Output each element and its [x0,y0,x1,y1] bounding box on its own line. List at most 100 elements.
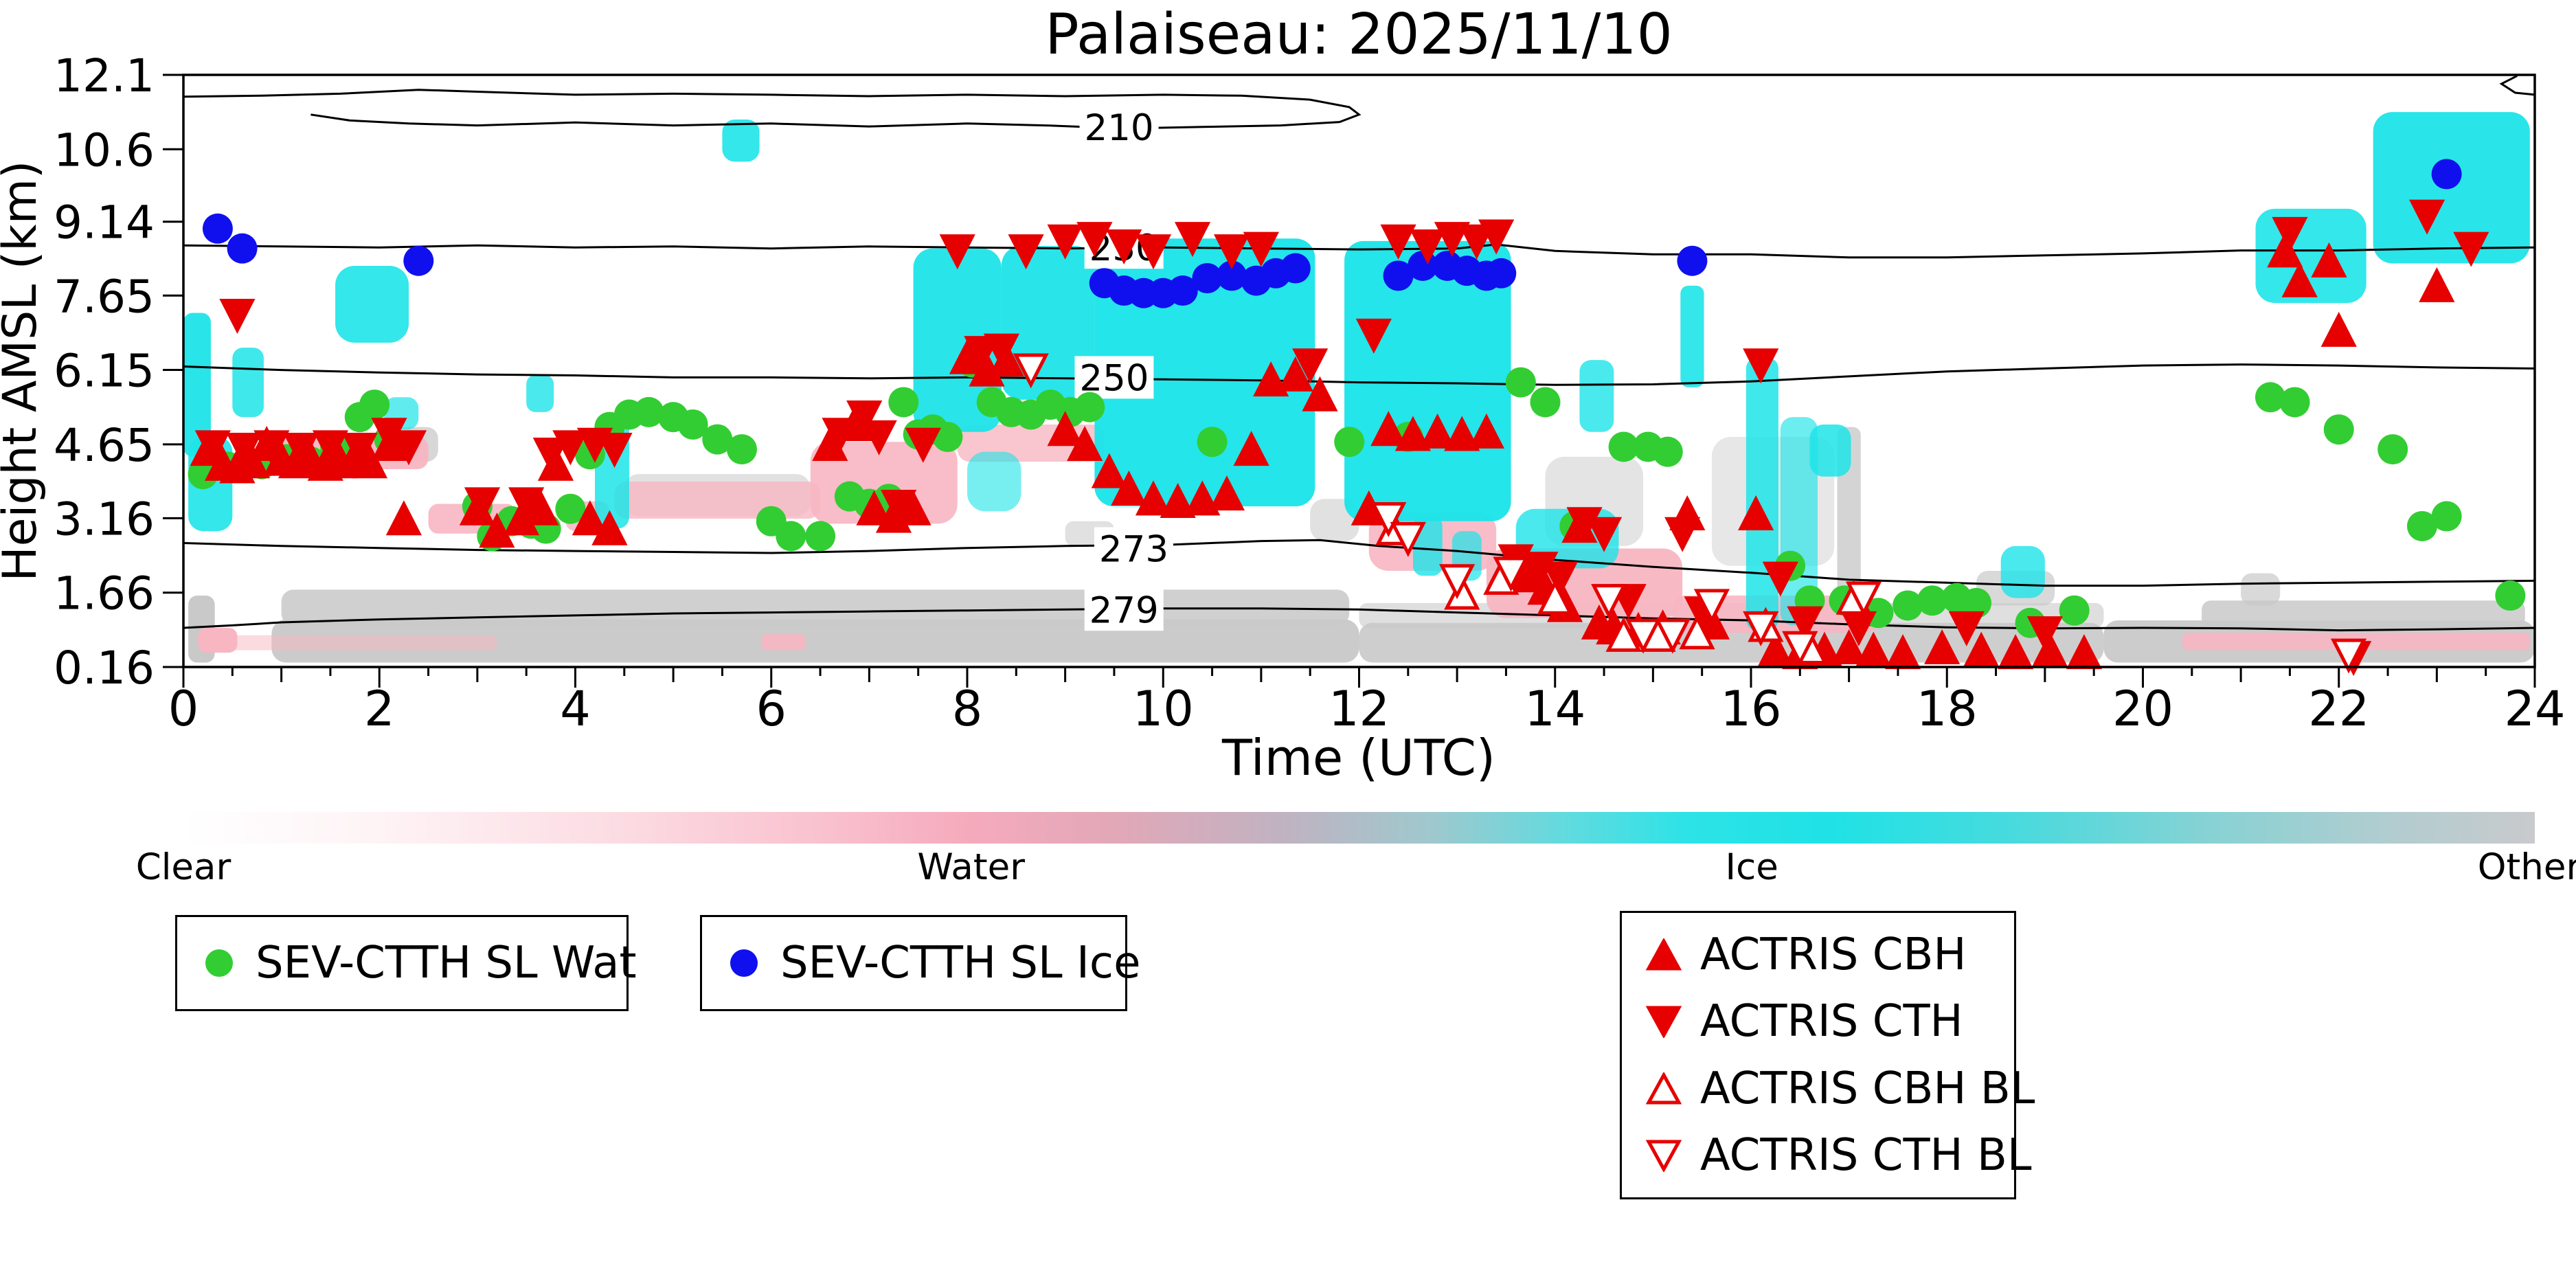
x-tick-label: 2 [364,681,395,737]
y-tick-label: 12.1 [54,49,155,102]
scatter-point [1106,229,1142,264]
legend-sev-ice: SEV-CTTH SL Ice [700,915,1140,1011]
scatter-point [1963,631,2000,667]
axes: 0 2 4 6 8 10 12 14 16 18 20 22 240.161.663.164.656.1… [54,49,2565,737]
contour-line-279 [183,607,2535,632]
scatter-point [822,418,858,453]
scatter-point [983,333,1020,369]
contour-label-279: 279 [1089,589,1159,631]
other-cloud-region [2241,573,2281,606]
legend-item: ACTRIS CBH BL [1645,1063,2035,1114]
scatter-point [1493,556,1529,592]
ice-cloud-region [722,119,760,162]
scatter-point [1654,618,1691,654]
scatter-point [341,432,378,468]
scatter-point [846,400,883,436]
contour-line-250 [183,363,2535,386]
contour-label-bg [1074,356,1154,399]
scatter-point [1677,245,1708,276]
scatter-point [2495,580,2526,611]
scatter-point [702,424,733,455]
scatter-point [905,427,941,463]
scatter-point [359,389,390,420]
cloud-regions [183,112,2535,663]
ice-cloud-region [335,265,409,343]
y-tick-label: 1.66 [54,567,155,620]
legend-item: ACTRIS CTH [1645,996,2014,1047]
legend-triangle-up-icon [1645,938,1682,971]
scatter-point [2453,231,2489,267]
ice-cloud-region [183,313,211,457]
scatter-point [2409,199,2445,235]
scatter-point [939,234,975,270]
contour-lines [183,75,2535,632]
scatter-point [2059,595,2090,626]
scatter-point [1160,482,1196,518]
ice-cloud-region [232,348,264,418]
scatter-point [2330,638,2367,674]
ice-cloud-region [526,374,554,412]
scatter-point [726,434,757,465]
scatter-point [2026,616,2063,652]
scatter-point [1439,564,1476,600]
scatter-point [1478,219,1515,255]
legend-dot-icon [730,949,758,977]
colorbar-label-clear: Clear [136,846,231,888]
scatter-point [2323,414,2354,445]
scatter-point [1192,262,1223,293]
x-tick-label: 4 [560,681,591,737]
contour-label-bg [1084,588,1164,631]
colorbar-labels: Clear Water Ice Other [136,846,2576,888]
scatter-point [1738,495,1774,531]
scatter-point [555,493,586,524]
scatter-point [1831,629,1867,664]
y-tick-label: 10.6 [54,124,155,177]
legend-item-label: SEV-CTTH SL Ice [780,938,1141,988]
scatter-point [1214,234,1250,270]
x-tick-label: 10 [1133,681,1194,737]
other-cloud-region [2202,600,2525,628]
x-tick-label: 6 [756,681,787,737]
scatter-point [1184,480,1221,516]
y-tick-label: 0.16 [54,642,155,694]
scatter-point [1047,224,1083,260]
scatter-point [2272,216,2308,252]
scatter-point [2377,434,2408,465]
scatter-point [1743,611,1779,646]
ice-cloud-region [1344,240,1511,521]
scatter-point [1233,431,1269,466]
scatter-point [1280,253,1311,284]
legend-item-label: ACTRIS CBH [1700,929,1967,980]
scatter-point [188,459,218,490]
legend-item: ACTRIS CBH [1645,929,2014,980]
scatter-point [1924,629,1961,664]
scatter-point [776,521,806,552]
legend-item: SEV-CTTH SL Ice [725,938,1140,988]
scatter-point [2320,311,2357,347]
scatter-point [1608,431,1639,462]
y-tick-label: 6.15 [54,345,155,398]
scatter-point [949,339,986,374]
scatter-point [385,500,422,536]
scatter-point [1074,392,1105,422]
scatter-point [1743,348,1779,384]
contour-label-bg [1094,527,1173,570]
scatter-point [1468,413,1504,449]
scatter-point [1917,585,1947,616]
scatter-point [1013,353,1049,389]
scatter-point [1243,231,1279,267]
scatter-point [856,490,892,526]
scatter-point [2281,262,2318,297]
scatter-point [1591,584,1627,620]
legend-item-label: ACTRIS CTH [1700,996,1963,1048]
x-tick-label: 8 [952,681,983,737]
y-tick-label: 4.65 [54,419,155,472]
legend-item: ACTRIS CTH BL [1645,1130,2032,1181]
scatter-point [2406,510,2437,541]
scatter-point [1787,606,1823,642]
scatter-point [1008,234,1044,270]
water-cloud-region [614,481,821,519]
scatter-point [283,432,319,468]
series-3 [194,199,2489,677]
